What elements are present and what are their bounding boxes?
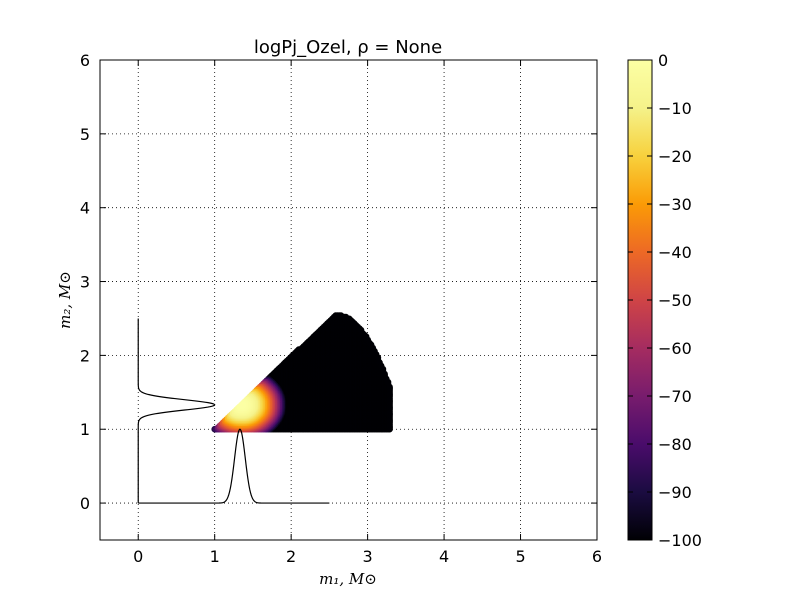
x-tick-label: 5 xyxy=(515,547,525,566)
colorbar-tick-label: −80 xyxy=(658,435,692,454)
x-tick-label: 4 xyxy=(439,547,449,566)
y-tick-label: 2 xyxy=(80,346,90,365)
colorbar-tick-label: −100 xyxy=(658,531,702,550)
x-axis-label: m₁, M⊙ xyxy=(319,570,377,588)
x-tick-label: 3 xyxy=(363,547,373,566)
y-tick-label: 1 xyxy=(80,420,90,439)
colorbar-tick-label: −50 xyxy=(658,291,692,310)
scatter-point xyxy=(386,383,393,391)
plot-area xyxy=(100,60,597,540)
x-tick-label: 0 xyxy=(133,547,143,566)
colorbar-tick-label: −40 xyxy=(658,243,692,262)
colorbar-tick-label: −60 xyxy=(658,339,692,358)
x-tick-label: 1 xyxy=(210,547,220,566)
colorbar-tick-label: −30 xyxy=(658,195,692,214)
colorbar-tick-label: 0 xyxy=(658,51,668,70)
colorbar-tick-label: −20 xyxy=(658,147,692,166)
y-tick-label: 5 xyxy=(80,125,90,144)
y-tick-label: 0 xyxy=(80,494,90,513)
scatter-point xyxy=(238,401,245,409)
y-tick-label: 4 xyxy=(80,199,90,218)
chart-title: logPj_Ozel, ρ = None xyxy=(254,37,442,58)
x-tick-label: 2 xyxy=(286,547,296,566)
colorbar-tick-label: −90 xyxy=(658,483,692,502)
y-tick-label: 6 xyxy=(80,51,90,70)
y-axis-label: m₂, M⊙ xyxy=(56,271,74,329)
scatter-points xyxy=(211,312,393,433)
colorbar-tick-label: −10 xyxy=(658,99,692,118)
colorbar-tick-label: −70 xyxy=(658,387,692,406)
y-tick-label: 3 xyxy=(80,273,90,292)
x-tick-label: 6 xyxy=(592,547,602,566)
